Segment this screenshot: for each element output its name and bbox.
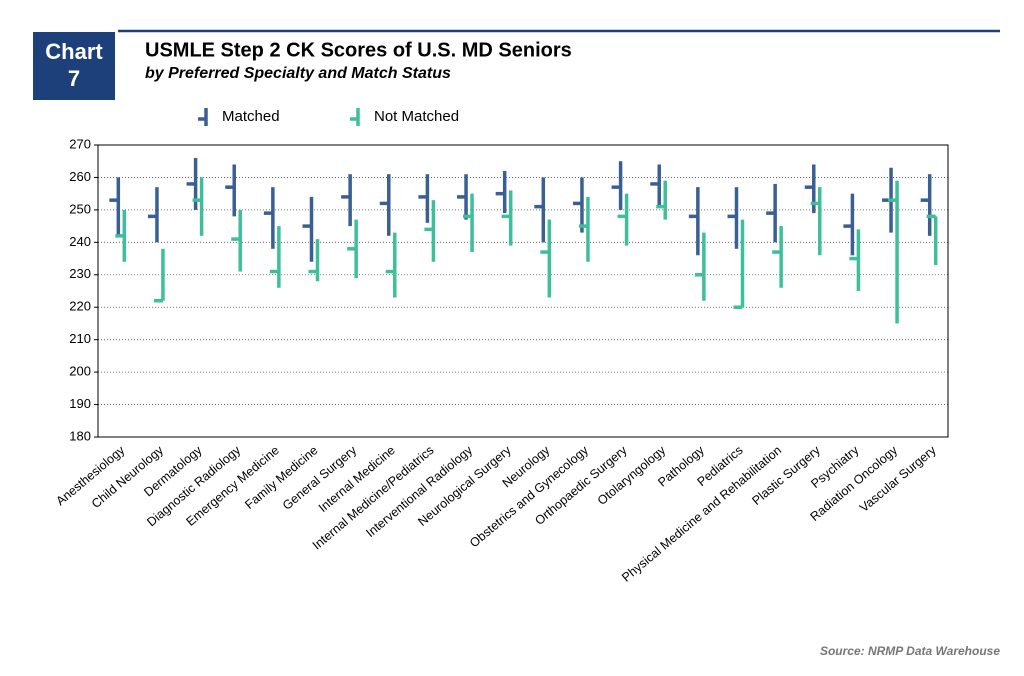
- chart-subtitle: by Preferred Specialty and Match Status: [145, 65, 451, 82]
- y-tick-label: 230: [69, 266, 91, 281]
- badge: [33, 32, 115, 100]
- legend-label: Not Matched: [374, 108, 459, 125]
- y-tick-label: 220: [69, 299, 91, 314]
- source: Source: NRMP Data Warehouse: [820, 644, 1000, 658]
- y-tick-label: 180: [69, 428, 91, 443]
- y-tick-label: 250: [69, 201, 91, 216]
- chart-title: USMLE Step 2 CK Scores of U.S. MD Senior…: [145, 39, 572, 61]
- x-tick-label: Plastic Surgery: [749, 443, 823, 508]
- y-tick-label: 240: [69, 234, 91, 249]
- y-tick-label: 190: [69, 396, 91, 411]
- y-tick-label: 200: [69, 364, 91, 379]
- badge-label: Chart: [45, 39, 103, 64]
- y-tick-label: 210: [69, 331, 91, 346]
- x-tick-label: Otolaryngology: [595, 443, 669, 508]
- legend-label: Matched: [222, 108, 280, 125]
- y-tick-label: 270: [69, 136, 91, 151]
- badge-number: 7: [68, 66, 80, 91]
- y-tick-label: 260: [69, 169, 91, 184]
- plot-frame: [97, 144, 949, 438]
